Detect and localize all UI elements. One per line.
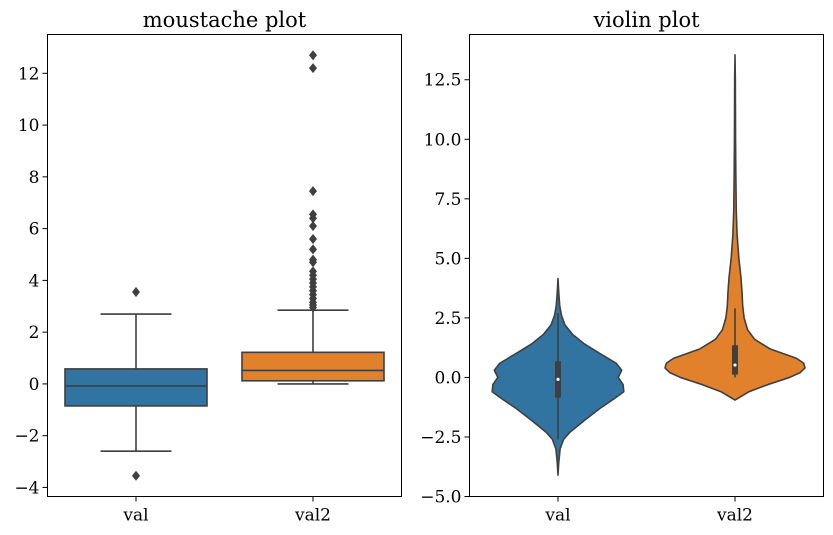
y-tick-label: −4: [14, 478, 39, 498]
y-tick-label: 4: [29, 271, 40, 291]
violin-plot-axes: −5.0 −2.5 0.0 2.5 5.0 7.5 10.0 12.5 val val2: [420, 71, 753, 526]
outlier-point: [132, 470, 140, 481]
outlier-point: [309, 209, 317, 220]
y-tick-label: 0.0: [434, 368, 461, 388]
outlier-point: [309, 266, 317, 277]
y-tick-label: −5.0: [420, 488, 461, 508]
y-tick-label: 6: [29, 220, 40, 240]
violin-iqr-bar: [732, 345, 738, 375]
violin-plot-marks: [491, 53, 806, 476]
violin-plot-title: violin plot: [592, 8, 700, 32]
violin-median-dot: [733, 363, 737, 367]
violin-body: [664, 53, 806, 401]
outlier-point: [309, 254, 317, 265]
y-tick-label: 7.5: [434, 190, 461, 210]
box-iqr: [241, 351, 385, 382]
y-tick-label: −2.5: [420, 428, 461, 448]
y-tick-label: −2: [14, 427, 39, 447]
outlier-point: [309, 186, 317, 197]
x-tick-label: val2: [294, 506, 331, 526]
moustache-plot-axes: −4 −2 0 2 4 6 8 10 12 val val2: [14, 64, 331, 525]
outlier-point: [309, 63, 317, 74]
y-tick-label: 12: [18, 64, 40, 84]
y-tick-label: 5.0: [434, 249, 461, 269]
moustache-plot-title: moustache plot: [143, 8, 307, 32]
y-tick-label: 2: [29, 323, 40, 343]
outlier-point: [132, 287, 140, 298]
moustache-plot-panel: moustache plot −4 −2 0 2 4 6 8 10 12 val val2: [14, 8, 402, 526]
y-tick-label: 10.0: [424, 130, 462, 150]
y-tick-label: 8: [29, 168, 40, 188]
violin-median-dot: [556, 377, 560, 381]
y-tick-label: 10: [18, 116, 40, 136]
y-tick-label: 0: [29, 375, 40, 395]
outlier-point: [309, 244, 317, 255]
violin-plot-frame: [469, 34, 824, 497]
x-tick-label: val: [544, 506, 570, 526]
y-tick-label: 12.5: [424, 71, 462, 91]
outlier-point: [309, 50, 317, 61]
violin-plot-panel: violin plot −5.0 −2.5 0.0 2.5 5.0 7.5 10.0 12.5…: [420, 8, 824, 526]
moustache-plot-frame: [47, 34, 402, 497]
box-iqr: [64, 368, 208, 407]
x-tick-label: val2: [716, 506, 753, 526]
x-tick-label: val: [122, 506, 148, 526]
y-tick-label: 2.5: [434, 309, 461, 329]
moustache-plot-marks: [64, 50, 385, 481]
outlier-point: [309, 233, 317, 244]
outlier-point: [309, 221, 317, 232]
